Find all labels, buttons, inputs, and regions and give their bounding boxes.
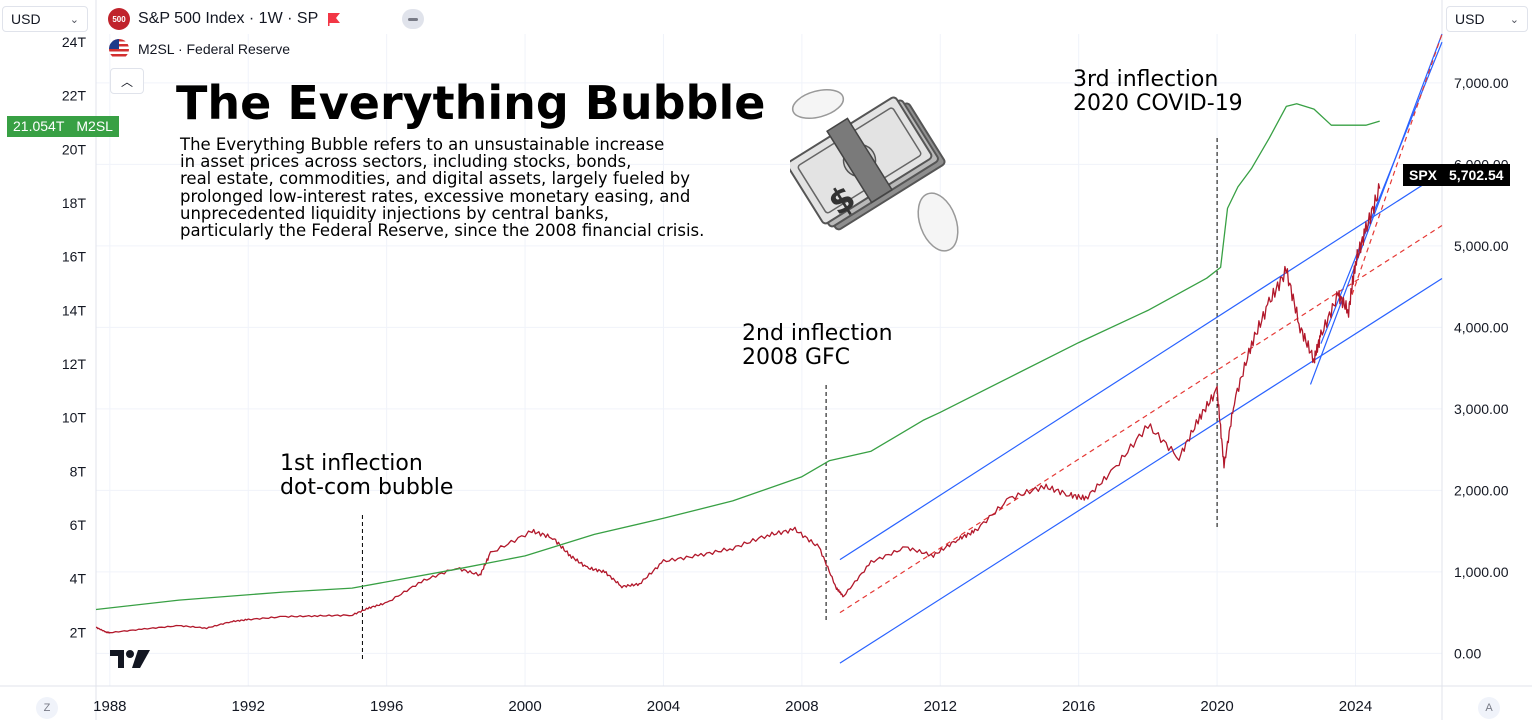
chevron-down-icon: ⌄ [1509,13,1519,26]
x-tick-label: 2008 [785,698,818,715]
description-line: prolonged low-interest rates, excessive … [180,186,691,206]
left-y-tick-label: 22T [62,88,87,104]
annotation-line: 3rd inflection [1073,67,1219,92]
chart-title: The Everything Bubble [176,76,766,130]
right-currency-select[interactable]: USD ⌄ [1446,6,1528,32]
m2-price-badge: 21.054T M2SL [7,116,119,137]
x-tick-label: 2024 [1339,698,1372,715]
spx-label: SPX [1403,164,1444,186]
left-y-tick-label: 12T [62,356,87,372]
x-tick-label: 1992 [232,698,265,715]
right-currency-label: USD [1455,11,1485,27]
channel-line [1309,33,1443,385]
description-text: The Everything Bubble refers to an unsus… [180,136,820,239]
x-tick-label: 2020 [1200,698,1233,715]
x-tick-label: 1988 [93,698,126,715]
x-tick-label: 2012 [924,698,957,715]
left-y-tick-label: 8T [70,463,87,479]
x-tick-label: 1996 [370,698,403,715]
hide-legend-button[interactable] [402,9,424,29]
left-y-tick-label: 18T [62,195,87,211]
left-y-tick-label: 14T [62,302,87,318]
description-line: in asset prices across sectors, includin… [180,152,632,172]
left-y-tick-label: 4T [70,571,87,587]
us-flag-icon [109,39,129,59]
symbol-logo: 500 [108,8,130,30]
right-y-tick-label: 1,000.00 [1454,564,1509,580]
annotation-line: 1st inflection [280,451,423,476]
annotation-gfc: 2nd inflection 2008 GFC [742,322,893,370]
description-line: particularly the Federal Reserve, since … [180,221,705,241]
annotation-line: 2020 COVID-19 [1073,91,1243,116]
right-y-tick-label: 4,000.00 [1454,319,1509,335]
trend-dashed-line [839,225,1443,614]
left-y-tick-label: 6T [70,517,87,533]
annotation-dotcom: 1st inflection dot-com bubble [280,452,453,500]
left-y-tick-label: 20T [62,141,87,157]
tick-labels-layer: 1988 1992 1996 2000 2004 2008 2012 2016 2020 2024… [62,34,1509,715]
chevron-down-icon: ⌄ [69,13,79,26]
left-y-tick-label: 16T [62,249,87,265]
left-y-tick-label: 2T [70,624,87,640]
collapse-legend-button[interactable]: ︿ [110,68,144,94]
grid-layer [96,34,1442,686]
description-line: The Everything Bubble refers to an unsus… [180,135,665,154]
main-series-legend[interactable]: 500 S&P 500 Index · 1W · SP [108,8,342,30]
flying-money-icon: $ [790,89,959,252]
m2-label: M2SL [70,116,119,137]
x-tick-label: 2016 [1062,698,1095,715]
secondary-series-title: M2SL · Federal Reserve [138,41,290,57]
description-line: unprecedented liquidity injections by ce… [180,203,609,223]
m2-value: 21.054T [7,116,71,137]
symbol-title: S&P 500 Index · 1W · SP [138,10,319,27]
channel-line [1320,41,1443,344]
trendlines-layer [839,33,1443,664]
spx-value: 5,702.54 [1443,164,1510,186]
right-y-tick-label: 0.00 [1454,645,1481,661]
flag-icon [328,13,341,26]
chevron-up-icon: ︿ [120,74,133,89]
right-y-tick-label: 3,000.00 [1454,401,1509,417]
annotation-covid: 3rd inflection 2020 COVID-19 [1073,68,1243,116]
spx-price-badge: SPX 5,702.54 [1403,164,1510,186]
annotation-line: 2008 GFC [742,345,851,370]
description-line: real estate, commodities, and digital as… [180,169,691,189]
trend-dashed-line [1351,33,1443,295]
left-y-tick-label: 10T [62,410,87,426]
timezone-button[interactable]: Z [36,697,58,719]
event-markers-layer [361,138,1218,662]
left-currency-select[interactable]: USD ⌄ [2,6,88,32]
right-y-tick-label: 2,000.00 [1454,482,1509,498]
left-currency-label: USD [11,11,41,27]
x-tick-label: 2000 [508,698,541,715]
channel-line [839,172,1443,561]
secondary-series-legend[interactable]: M2SL · Federal Reserve [108,38,290,60]
x-tick-label: 2004 [647,698,680,715]
spx-line [95,183,1381,634]
annotation-line: 2nd inflection [742,321,893,346]
annotation-line: dot-com bubble [280,475,454,500]
minus-icon [408,17,418,21]
channel-line [839,277,1443,664]
right-y-tick-label: 7,000.00 [1454,75,1509,91]
auto-scale-button[interactable]: A [1478,697,1500,719]
tradingview-logo-icon[interactable] [110,648,152,670]
left-y-tick-label: 24T [62,34,87,50]
series-layer [95,103,1381,634]
m2-line [95,103,1380,611]
right-y-tick-label: 5,000.00 [1454,238,1509,254]
